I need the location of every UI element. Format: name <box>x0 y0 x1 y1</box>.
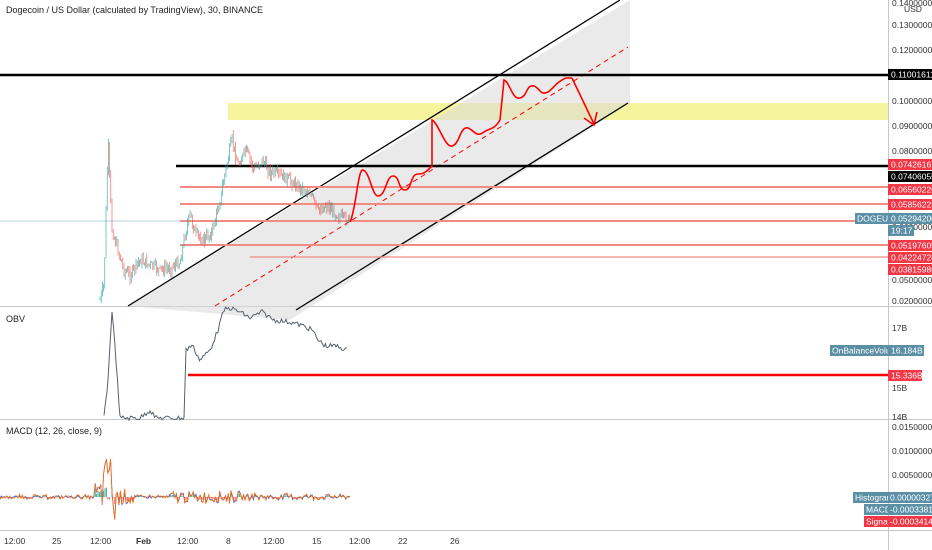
time-label: 12:00 <box>4 536 26 546</box>
macd-legend-value: 0.00000327 <box>890 493 932 503</box>
time-label: 12:00 <box>349 536 371 546</box>
obv-pane[interactable] <box>0 307 888 419</box>
channel-lower-line[interactable] <box>295 102 629 311</box>
price-tag: 0.07426167 <box>891 160 932 170</box>
projected-path[interactable] <box>349 77 572 223</box>
macd-title: MACD (12, 26, close, 9) <box>6 426 102 436</box>
symbol-tag: DOGEUSD <box>857 214 900 224</box>
macd-legend-label: Histogram <box>855 493 894 503</box>
price-tag: 0.05197605 <box>891 241 932 251</box>
projected-arrow[interactable] <box>571 77 595 125</box>
obv-tick: 15B <box>892 383 907 393</box>
macd-legend-value: -0.00033816 <box>890 505 932 515</box>
macd-legend-label: Signal <box>866 517 890 527</box>
time-label: 12:00 <box>90 536 112 546</box>
last-price-tag: 0.05294200 <box>891 214 932 224</box>
time-label: 12:00 <box>177 536 199 546</box>
price-tag: 0.07406055 <box>891 172 932 182</box>
price-tag: 0.04224724 <box>891 253 932 263</box>
time-label: 26 <box>450 536 460 546</box>
price-tags[interactable]: 0.11001611 0.07426167 0.07406055 0.06560… <box>855 69 932 275</box>
obv-level-tag: 15.336B <box>891 371 923 381</box>
price-candles[interactable] <box>99 130 350 303</box>
time-label: 22 <box>398 536 408 546</box>
obv-title: OBV <box>6 314 25 324</box>
support-lines[interactable] <box>180 186 888 258</box>
obv-legend-label-bg <box>830 345 888 356</box>
time-label: 15 <box>312 536 322 546</box>
obv-value-bg <box>888 345 924 356</box>
chart-title: Dogecoin / US Dollar (calculated by Trad… <box>6 5 263 15</box>
obv-value-tag: 16.184B <box>891 346 923 356</box>
currency-label: USD <box>904 4 922 14</box>
signal-line[interactable] <box>0 458 351 520</box>
time-label: 25 <box>52 536 62 546</box>
macd-legends[interactable]: Histogram 0.00000327 MACD -0.00033816 Si… <box>853 492 932 527</box>
macd-legend-value: -0.00034142 <box>890 517 932 527</box>
channel-midline[interactable] <box>214 46 629 307</box>
macd-pane[interactable] <box>0 420 888 530</box>
arrow-head-icon <box>583 111 598 127</box>
macd-legend-label: MACD <box>866 505 891 515</box>
time-label: Feb <box>136 536 151 546</box>
obv-level-bg <box>888 370 922 381</box>
price-tag: 0.11001611 <box>891 70 932 80</box>
macd-tick: 0.00500000 <box>892 470 932 480</box>
countdown-tag: 19:17 <box>891 226 913 236</box>
time-label: 12:00 <box>263 536 285 546</box>
price-tag: 0.03815986 <box>891 265 932 275</box>
time-axis[interactable]: 12:00 25 12:00 Feb 12:00 8 12:00 15 12:0… <box>4 536 460 546</box>
obv-tick: 17B <box>892 323 907 333</box>
channel-upper-line[interactable] <box>127 0 621 307</box>
price-tag: 0.06560226 <box>891 185 932 195</box>
obv-line[interactable] <box>103 306 347 422</box>
obv-tick: 14B <box>892 412 907 422</box>
price-tag: 0.05856223 <box>891 200 932 210</box>
time-label: 8 <box>226 536 231 546</box>
obv-legend-label: OnBalanceVolume <box>832 346 903 356</box>
